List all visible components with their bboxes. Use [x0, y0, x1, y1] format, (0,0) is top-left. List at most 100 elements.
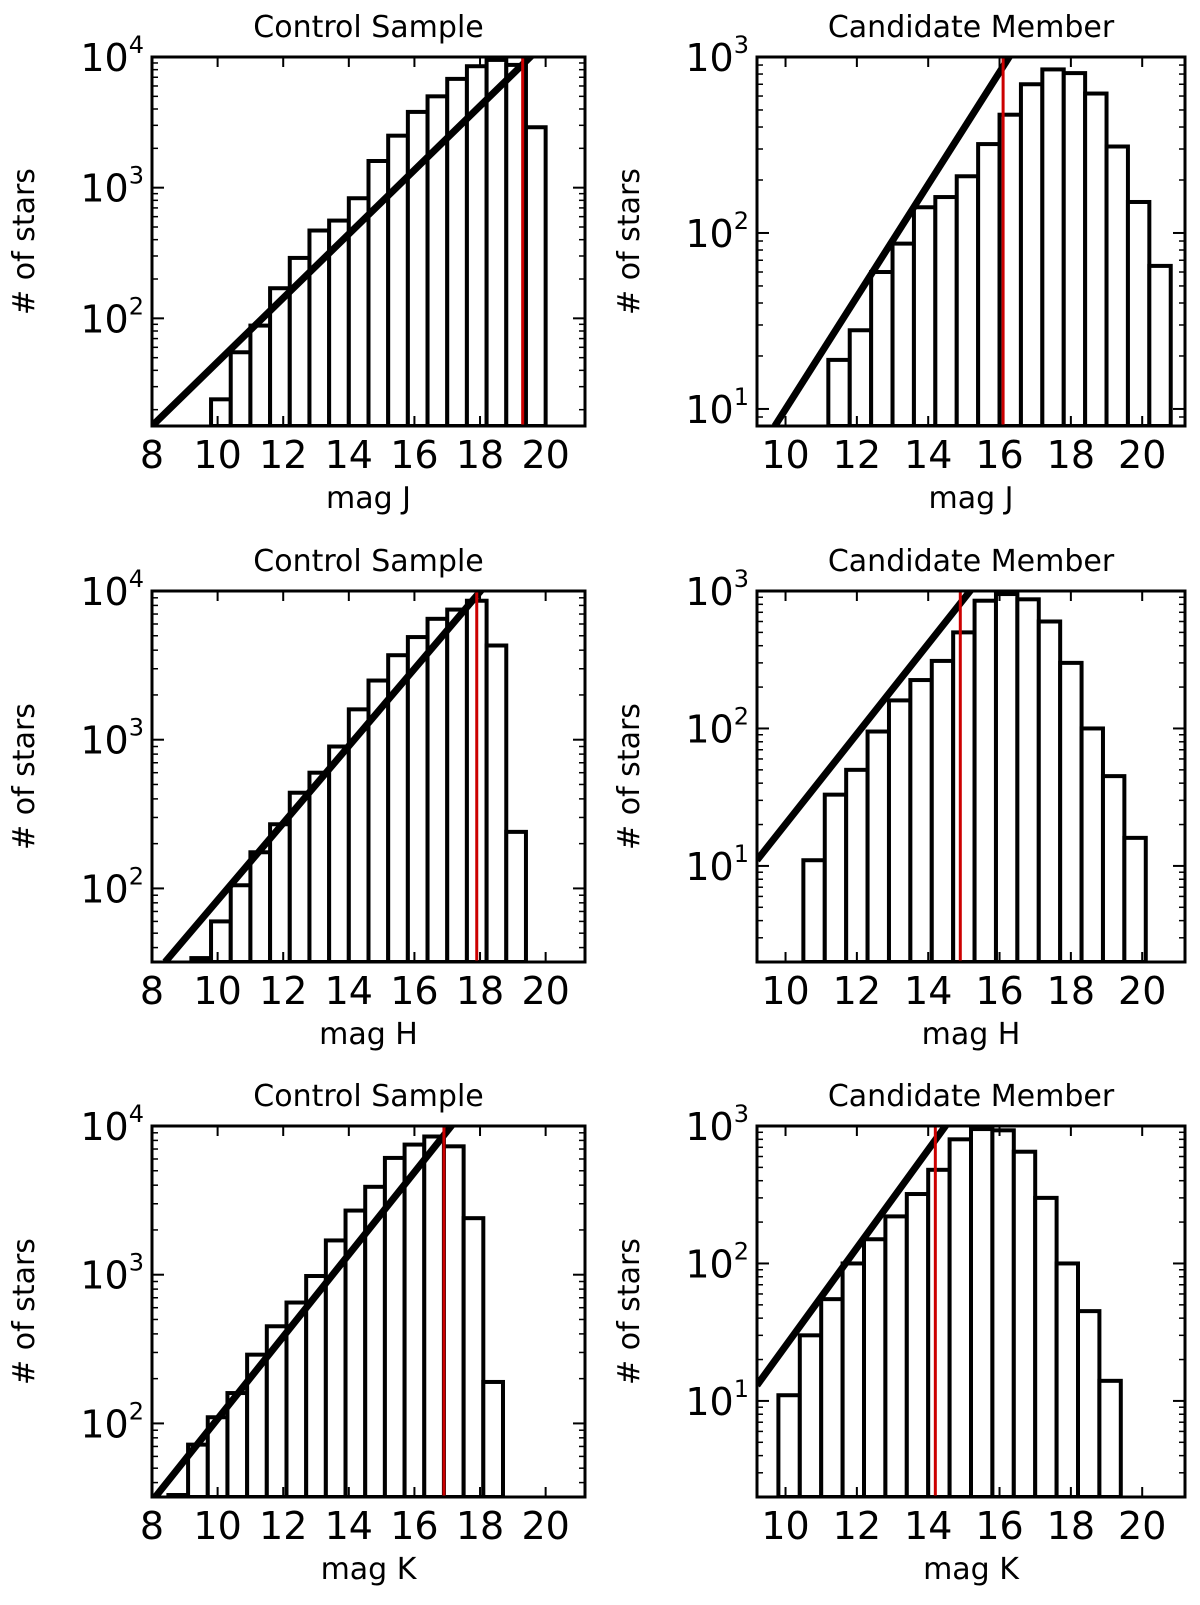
y-tick-label: 102	[80, 1397, 144, 1446]
histogram-panel-6: 10 12 14 16 18 20 101 102 103 Candidate Member mag…	[612, 1079, 1187, 1587]
histogram-bar	[865, 729, 891, 962]
histogram-bar	[248, 323, 273, 426]
y-tick-label: 103	[80, 1249, 144, 1298]
histogram-bar	[844, 767, 870, 962]
x-tick-label: 18	[1047, 433, 1095, 477]
histogram-bar	[523, 125, 548, 426]
x-tick-label: 14	[904, 433, 952, 477]
histogram-bar	[886, 698, 913, 962]
histogram-bar	[1125, 199, 1152, 426]
plot-area	[757, 1126, 1123, 1497]
histogram-bar	[484, 643, 509, 962]
axes-frame	[150, 55, 587, 428]
histogram-bar	[209, 397, 233, 426]
histogram-panel-3: 8 10 12 14 16 18 20 102 103 104 Control Sample mag …	[7, 544, 587, 1052]
y-tick-label: 102	[685, 207, 749, 256]
histogram-bar	[847, 328, 874, 426]
x-tick-label: 16	[390, 433, 438, 477]
histogram-bar	[481, 1379, 505, 1497]
plot-area	[771, 57, 1173, 426]
y-tick-label: 102	[685, 1237, 749, 1286]
histogram-bar	[1097, 1378, 1123, 1497]
histogram-bar	[441, 1144, 466, 1497]
histogram-bar	[225, 1391, 250, 1497]
x-tick-label: 14	[904, 1504, 952, 1548]
histogram-bar	[990, 1128, 1016, 1497]
x-tick-label: 14	[904, 969, 952, 1013]
axes-frame	[755, 1124, 1187, 1499]
axes-frame	[150, 589, 587, 964]
histogram-bar	[1036, 619, 1063, 962]
histogram-bar	[929, 658, 956, 962]
histogram-bar	[976, 142, 1002, 426]
histogram-bar	[840, 1261, 866, 1497]
x-axis-label: mag J	[326, 481, 411, 516]
plot-area	[152, 1126, 505, 1497]
axes-frame	[150, 1124, 587, 1499]
histogram-bar	[1061, 71, 1088, 426]
x-tick-label: 8	[140, 433, 164, 477]
histogram-bar	[911, 205, 938, 426]
y-axis-label: # of stars	[7, 703, 42, 850]
x-tick-label: 18	[456, 1504, 504, 1548]
y-axis-label: # of stars	[7, 1238, 42, 1385]
histogram-bar	[869, 270, 895, 426]
histogram-bar	[425, 616, 450, 962]
plot-area	[162, 591, 528, 962]
x-axis-label: mag K	[321, 1552, 418, 1587]
chart-title: Control Sample	[253, 1079, 483, 1114]
histogram-bar	[1079, 726, 1105, 962]
y-axis-label: # of stars	[612, 168, 647, 315]
x-tick-label: 16	[975, 969, 1023, 1013]
y-tick-label: 103	[685, 1100, 749, 1149]
power-law-fit-line	[152, 57, 536, 426]
y-axis-label: # of stars	[7, 168, 42, 315]
chart-title: Candidate Member	[828, 1079, 1115, 1114]
x-tick-label: 12	[259, 969, 307, 1013]
axes-frame	[755, 589, 1187, 964]
histogram-bar	[972, 598, 998, 962]
histogram-bar	[1100, 774, 1127, 962]
histogram-bar	[862, 1237, 888, 1497]
y-tick-label: 101	[685, 383, 749, 432]
x-tick-label: 20	[521, 1504, 569, 1548]
histogram-bar	[1015, 597, 1041, 962]
histogram-bar	[327, 744, 351, 962]
chart-title: Control Sample	[253, 10, 483, 45]
histogram-bar	[797, 1333, 824, 1497]
x-tick-label: 18	[1047, 1504, 1095, 1548]
x-axis-label: mag K	[923, 1552, 1020, 1587]
x-axis-label: mag J	[928, 481, 1013, 516]
histogram-bar	[405, 635, 430, 962]
histogram-bar	[1040, 67, 1066, 426]
power-law-fit-line	[757, 1126, 950, 1388]
histogram-bar	[307, 770, 332, 962]
histogram-panel-1: 8 10 12 14 16 18 20 102 103 104 Control Sample mag …	[7, 10, 587, 516]
plot-area	[757, 591, 1148, 962]
histogram-bar	[947, 1137, 973, 1497]
y-tick-label: 104	[80, 565, 144, 614]
x-tick-label: 14	[325, 1504, 373, 1548]
histogram-bar	[993, 592, 1020, 962]
histogram-bar	[1018, 82, 1045, 426]
power-law-fit-line	[771, 57, 1014, 426]
y-tick-label: 101	[685, 1375, 749, 1424]
x-tick-label: 12	[833, 433, 881, 477]
histogram-bar	[819, 1297, 845, 1497]
histogram-bar	[422, 1134, 446, 1497]
x-tick-label: 12	[259, 1504, 307, 1548]
histogram-bar	[1033, 1195, 1059, 1497]
x-tick-label: 12	[833, 969, 881, 1013]
chart-title: Candidate Member	[828, 544, 1115, 579]
x-axis-label: mag H	[922, 1017, 1021, 1052]
y-tick-label: 101	[685, 840, 749, 889]
histogram-bar	[248, 850, 273, 962]
power-law-fit-line	[757, 591, 975, 863]
chart-title: Candidate Member	[828, 10, 1115, 45]
histogram-bar	[402, 1142, 427, 1497]
y-tick-label: 103	[685, 565, 749, 614]
x-axis-label: mag H	[319, 1017, 418, 1052]
histogram-bar	[890, 241, 916, 426]
y-tick-label: 102	[685, 702, 749, 751]
y-tick-label: 104	[80, 31, 144, 80]
